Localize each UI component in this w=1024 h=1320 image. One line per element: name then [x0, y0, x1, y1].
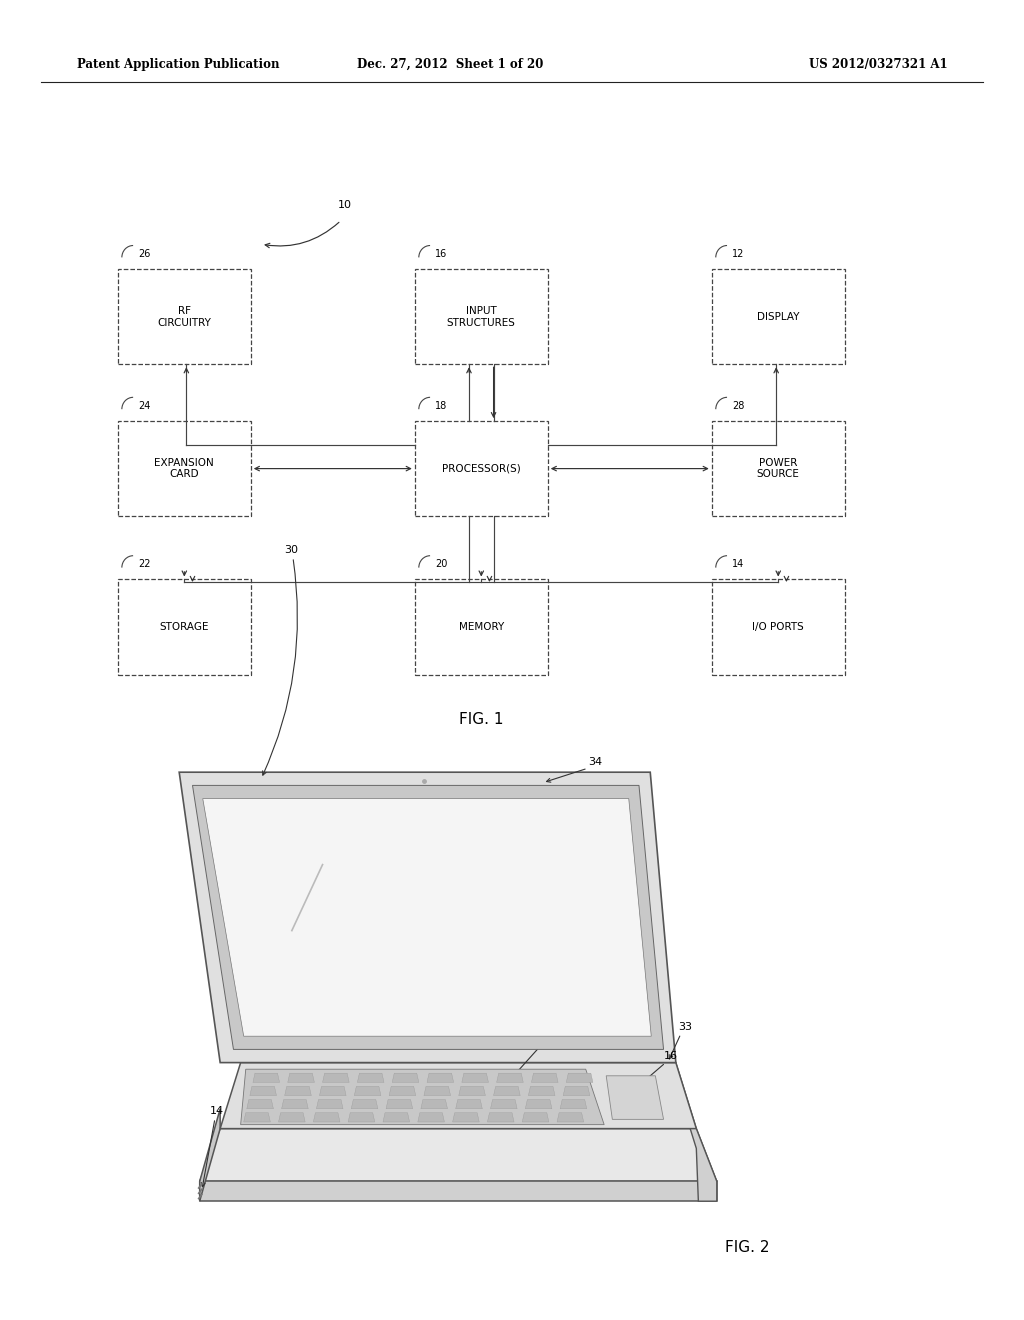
Text: STORAGE: STORAGE	[160, 622, 209, 632]
Polygon shape	[456, 1100, 482, 1109]
Polygon shape	[316, 1100, 343, 1109]
Polygon shape	[241, 1069, 604, 1125]
Polygon shape	[200, 1129, 717, 1181]
Text: 24: 24	[138, 400, 151, 411]
Polygon shape	[487, 1113, 514, 1122]
Polygon shape	[323, 1073, 349, 1082]
Text: 28: 28	[732, 400, 744, 411]
Polygon shape	[494, 1086, 520, 1096]
Bar	[415, 269, 548, 364]
Polygon shape	[354, 1086, 381, 1096]
Bar	[118, 579, 251, 675]
Polygon shape	[244, 1113, 270, 1122]
Polygon shape	[453, 1113, 479, 1122]
Polygon shape	[424, 1086, 451, 1096]
Polygon shape	[557, 1113, 584, 1122]
Polygon shape	[528, 1086, 555, 1096]
Text: PROCESSOR(S): PROCESSOR(S)	[442, 463, 520, 474]
Polygon shape	[200, 1109, 220, 1201]
Bar	[118, 421, 251, 516]
Text: 14: 14	[732, 558, 744, 569]
Text: RF
CIRCUITRY: RF CIRCUITRY	[158, 306, 211, 327]
Text: Dec. 27, 2012  Sheet 1 of 20: Dec. 27, 2012 Sheet 1 of 20	[357, 58, 544, 71]
Bar	[415, 421, 548, 516]
Polygon shape	[279, 1113, 305, 1122]
Text: 16: 16	[435, 248, 447, 259]
Bar	[712, 579, 845, 675]
Polygon shape	[357, 1073, 384, 1082]
Polygon shape	[389, 1086, 416, 1096]
Text: 14: 14	[210, 1106, 224, 1117]
Text: 16: 16	[577, 994, 591, 1005]
Polygon shape	[288, 1073, 314, 1082]
Polygon shape	[220, 1063, 696, 1129]
Polygon shape	[313, 1113, 340, 1122]
Bar	[118, 269, 251, 364]
Polygon shape	[348, 1113, 375, 1122]
Text: 30: 30	[285, 545, 299, 556]
Text: 16: 16	[664, 1051, 678, 1061]
Text: MEMORY: MEMORY	[459, 622, 504, 632]
Text: Patent Application Publication: Patent Application Publication	[77, 58, 280, 71]
Polygon shape	[253, 1073, 280, 1082]
Polygon shape	[566, 1073, 593, 1082]
Polygon shape	[193, 785, 664, 1049]
Text: 12: 12	[732, 248, 744, 259]
Text: FIG. 2: FIG. 2	[725, 1239, 770, 1255]
Polygon shape	[282, 1100, 308, 1109]
Text: INPUT
STRUCTURES: INPUT STRUCTURES	[446, 306, 516, 327]
Text: US 2012/0327321 A1: US 2012/0327321 A1	[809, 58, 947, 71]
Text: 20: 20	[435, 558, 447, 569]
Polygon shape	[427, 1073, 454, 1082]
Polygon shape	[563, 1086, 590, 1096]
Polygon shape	[490, 1100, 517, 1109]
Polygon shape	[386, 1100, 413, 1109]
Polygon shape	[200, 1181, 717, 1201]
Text: 10: 10	[338, 199, 352, 210]
Polygon shape	[606, 1076, 664, 1119]
Polygon shape	[522, 1113, 549, 1122]
Text: EXPANSION
CARD: EXPANSION CARD	[155, 458, 214, 479]
Polygon shape	[676, 1063, 717, 1201]
Text: DISPLAY: DISPLAY	[757, 312, 800, 322]
Text: POWER
SOURCE: POWER SOURCE	[757, 458, 800, 479]
Polygon shape	[383, 1113, 410, 1122]
Polygon shape	[531, 1073, 558, 1082]
Polygon shape	[392, 1073, 419, 1082]
Polygon shape	[247, 1100, 273, 1109]
Polygon shape	[418, 1113, 444, 1122]
Bar	[415, 579, 548, 675]
Polygon shape	[459, 1086, 485, 1096]
Polygon shape	[319, 1086, 346, 1096]
Polygon shape	[285, 1086, 311, 1096]
Polygon shape	[179, 772, 676, 1063]
Bar	[712, 421, 845, 516]
Text: 18: 18	[435, 400, 447, 411]
Polygon shape	[351, 1100, 378, 1109]
Polygon shape	[525, 1100, 552, 1109]
Text: FIG. 1: FIG. 1	[459, 711, 504, 727]
Polygon shape	[497, 1073, 523, 1082]
Polygon shape	[560, 1100, 587, 1109]
Text: 33: 33	[678, 1022, 692, 1032]
Polygon shape	[203, 799, 651, 1036]
Text: I/O PORTS: I/O PORTS	[753, 622, 804, 632]
Text: 34: 34	[588, 756, 602, 767]
Text: 22: 22	[138, 558, 151, 569]
Polygon shape	[462, 1073, 488, 1082]
Polygon shape	[421, 1100, 447, 1109]
Polygon shape	[250, 1086, 276, 1096]
Text: 12: 12	[571, 807, 586, 817]
Text: 26: 26	[138, 248, 151, 259]
Bar	[712, 269, 845, 364]
